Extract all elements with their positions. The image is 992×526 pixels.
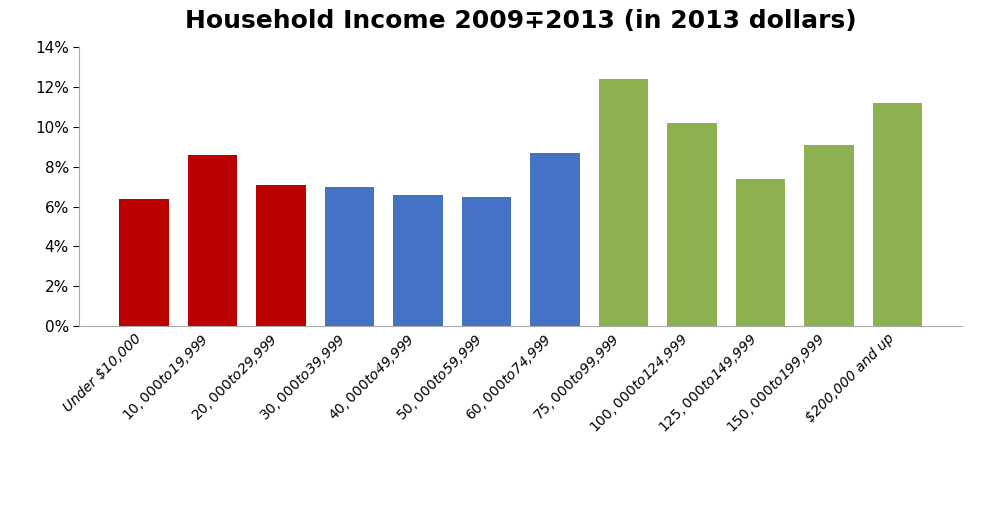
Bar xyxy=(531,153,579,326)
Bar xyxy=(325,187,374,326)
Bar xyxy=(257,185,306,326)
Bar xyxy=(462,197,511,326)
Bar xyxy=(599,79,648,326)
Bar xyxy=(805,145,854,326)
Bar xyxy=(119,199,169,326)
Bar xyxy=(668,123,716,326)
Bar xyxy=(187,155,237,326)
Bar xyxy=(873,103,923,326)
Title: Household Income 2009∓2013 (in 2013 dollars): Household Income 2009∓2013 (in 2013 doll… xyxy=(185,9,857,33)
Bar xyxy=(736,179,785,326)
Bar xyxy=(394,195,442,326)
